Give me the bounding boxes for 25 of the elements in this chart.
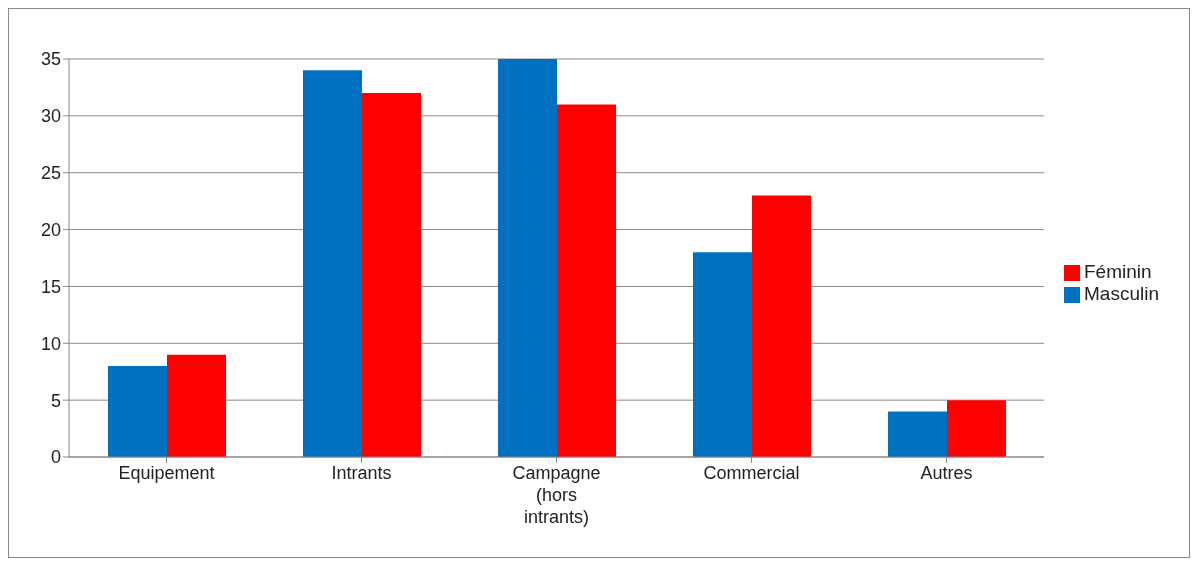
bar	[167, 354, 226, 457]
x-tick-label: Autres	[920, 463, 973, 483]
bar	[888, 411, 948, 457]
y-tick-label: 0	[50, 447, 61, 468]
y-tick-label: 5	[50, 390, 61, 411]
x-tick-label: Equipement	[118, 463, 215, 483]
y-tick-label: 15	[40, 276, 61, 297]
bar	[693, 252, 753, 457]
x-tick-label: Campagne (hors intrants)	[512, 463, 601, 527]
legend-label: Masculin	[1084, 283, 1159, 304]
bar	[752, 195, 812, 457]
y-tick-label: 30	[40, 106, 61, 127]
bar	[557, 104, 617, 457]
y-tick-label: 10	[40, 333, 61, 354]
y-tick-label: 35	[40, 49, 61, 70]
bar	[362, 93, 421, 457]
y-tick-label: 20	[40, 219, 61, 240]
x-tick-label: Intrants	[331, 463, 392, 483]
legend-label: Féminin	[1084, 261, 1152, 282]
bar	[108, 366, 167, 457]
x-tick-label: Commercial	[703, 463, 800, 483]
bar	[498, 59, 558, 457]
bar	[303, 70, 362, 457]
bar	[947, 400, 1007, 457]
y-tick-label: 25	[40, 163, 61, 184]
